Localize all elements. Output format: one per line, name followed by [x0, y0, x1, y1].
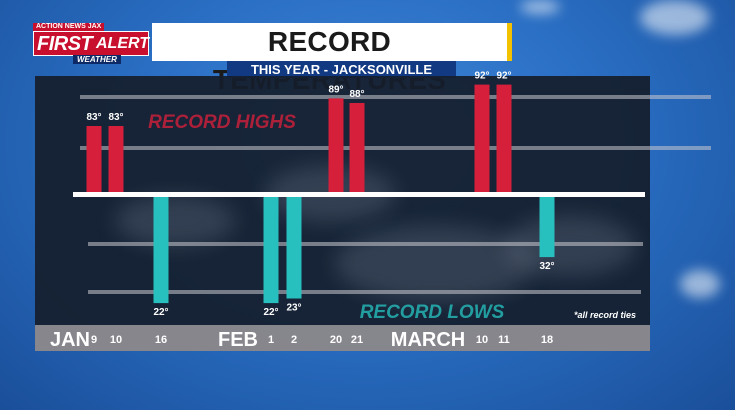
legend-record-highs: RECORD HIGHS: [148, 112, 296, 133]
record-low-bar: [153, 195, 169, 304]
record-high-label: 83°: [108, 112, 123, 123]
record-high-bar: [349, 103, 365, 195]
day-label: 1: [268, 334, 274, 346]
record-ties-note: *all record ties: [574, 310, 636, 320]
day-label: 10: [110, 334, 122, 346]
record-high-bar: [108, 126, 124, 195]
month-label: FEB: [218, 329, 258, 351]
gridline: [80, 146, 711, 150]
logo-alert: ALERT: [96, 35, 150, 52]
sky-cloud: [640, 0, 710, 35]
panel-cloud: [335, 226, 535, 301]
record-high-label: 83°: [86, 112, 101, 123]
logo-tag: ACTION NEWS JAX: [33, 23, 105, 31]
gridline: [88, 242, 643, 246]
record-high-bar: [496, 84, 512, 195]
record-low-label: 23°: [286, 303, 301, 314]
record-low-bar: [539, 195, 555, 258]
legend-record-lows: RECORD LOWS: [360, 302, 505, 323]
logo-main: FIRST ALERT: [33, 31, 149, 56]
day-label: 9: [91, 334, 97, 346]
first-alert-weather-logo: ACTION NEWS JAX FIRST ALERT WEATHER: [33, 23, 149, 64]
subtitle: THIS YEAR - JACKSONVILLE: [250, 62, 433, 77]
month-label: JAN: [50, 329, 90, 351]
subtitle-bar: THIS YEAR - JACKSONVILLE: [227, 61, 456, 78]
record-high-bar: [86, 126, 102, 195]
record-low-bar: [286, 195, 302, 299]
record-high-label: 92°: [496, 71, 511, 82]
logo-weather: WEATHER: [73, 55, 121, 64]
record-high-bar: [474, 84, 490, 195]
day-label: 21: [351, 334, 363, 346]
month-label: MARCH: [391, 329, 465, 351]
record-high-label: 88°: [349, 89, 364, 100]
panel-cloud: [115, 196, 235, 246]
record-low-bar: [263, 195, 279, 304]
record-high-label: 92°: [474, 71, 489, 82]
date-axis-bar: [35, 325, 650, 351]
record-low-label: 22°: [263, 307, 278, 318]
gridline: [88, 290, 641, 294]
record-high-bar: [328, 98, 344, 195]
day-label: 2: [291, 334, 297, 346]
day-label: 20: [330, 334, 342, 346]
day-label: 11: [498, 334, 510, 346]
baseline: [73, 192, 645, 197]
day-label: 10: [476, 334, 488, 346]
sky-cloud: [680, 270, 720, 298]
logo-first: FIRST: [37, 33, 93, 55]
gridline: [80, 95, 711, 99]
sky-cloud: [520, 0, 560, 14]
record-high-label: 89°: [328, 84, 343, 95]
record-low-label: 22°: [153, 307, 168, 318]
day-label: 16: [155, 334, 167, 346]
day-label: 18: [541, 334, 553, 346]
record-low-label: 32°: [539, 261, 554, 272]
